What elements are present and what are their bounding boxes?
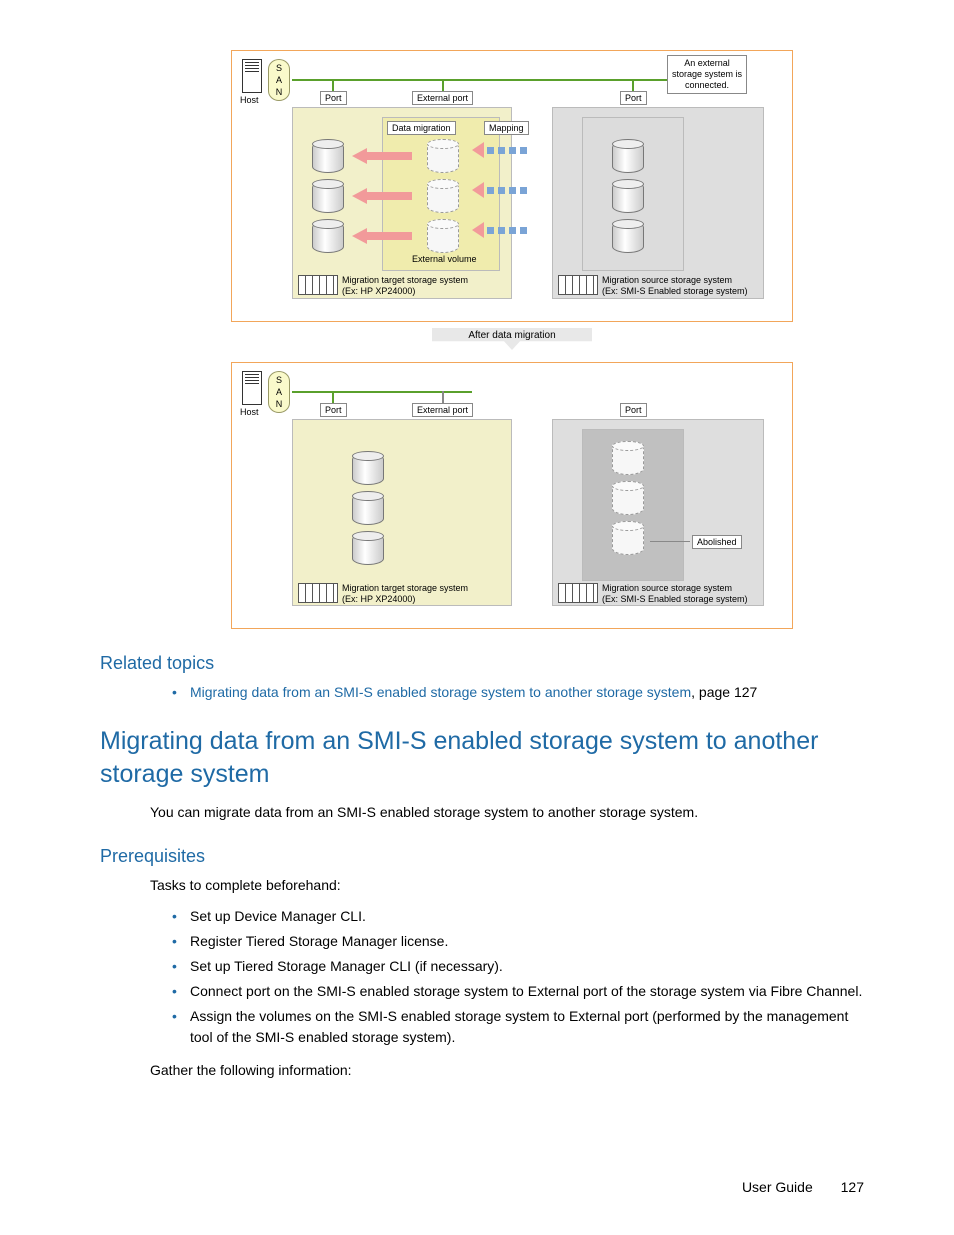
- cylinder-icon: [312, 181, 344, 213]
- cylinder-dashed-icon: [612, 483, 644, 515]
- disk-array-icon: [298, 583, 338, 603]
- mapping-arrow-icon: [472, 185, 527, 195]
- ext-volume-label: External volume: [412, 253, 477, 265]
- cylinder-icon: [352, 493, 384, 525]
- san-badge: S A N: [268, 59, 290, 101]
- cylinder-dashed-icon: [427, 141, 459, 173]
- cylinder-icon: [612, 181, 644, 213]
- prereq-item: Assign the volumes on the SMI-S enabled …: [172, 1006, 864, 1048]
- related-topic-link[interactable]: Migrating data from an SMI-S enabled sto…: [190, 684, 691, 700]
- prereq-item: Set up Device Manager CLI.: [172, 906, 864, 927]
- port-right-label: Port: [620, 403, 647, 417]
- disk-array-icon: [298, 275, 338, 295]
- related-topic-item: Migrating data from an SMI-S enabled sto…: [172, 682, 864, 703]
- mapping-arrow-icon: [472, 145, 527, 155]
- source-caption: Migration source storage system (Ex: SMI…: [602, 275, 748, 297]
- cylinder-icon: [352, 453, 384, 485]
- target-zone: [292, 419, 512, 606]
- diagram-after: Host S A N Port External port Port Aboli…: [231, 362, 793, 629]
- target-caption: Migration target storage system (Ex: HP …: [342, 275, 468, 297]
- intro-paragraph: You can migrate data from an SMI-S enabl…: [150, 802, 864, 822]
- prerequisites-heading: Prerequisites: [100, 846, 864, 867]
- cylinder-icon: [612, 221, 644, 253]
- related-topics-list: Migrating data from an SMI-S enabled sto…: [172, 682, 864, 703]
- abolished-leader: [650, 541, 690, 542]
- after-migration-arrow: After data migration: [232, 328, 792, 356]
- san-line: [292, 79, 702, 81]
- cylinder-dashed-icon: [427, 181, 459, 213]
- target-caption: Migration target storage system (Ex: HP …: [342, 583, 468, 605]
- external-callout: An external storage system is connected.: [667, 55, 747, 94]
- cylinder-icon: [312, 221, 344, 253]
- prereq-list: Set up Device Manager CLI. Register Tier…: [172, 906, 864, 1048]
- footer-doc: User Guide: [742, 1179, 813, 1195]
- mapping-label: Mapping: [484, 121, 529, 135]
- cylinder-icon: [352, 533, 384, 565]
- port-right-label: Port: [620, 91, 647, 105]
- page-title: Migrating data from an SMI-S enabled sto…: [100, 725, 864, 790]
- page-footer: User Guide 127: [742, 1179, 864, 1195]
- related-topic-suffix: , page 127: [691, 684, 757, 700]
- host-icon: [242, 59, 262, 93]
- cylinder-icon: [612, 141, 644, 173]
- after-migration-label: After data migration: [432, 328, 592, 350]
- diagram-before: Host S A N An external storage system is…: [231, 50, 793, 322]
- host-label: Host: [240, 95, 259, 105]
- data-migration-label: Data migration: [387, 121, 456, 135]
- port-left-label: Port: [320, 91, 347, 105]
- prereq-trailer: Gather the following information:: [150, 1060, 864, 1080]
- prereq-item: Connect port on the SMI-S enabled storag…: [172, 981, 864, 1002]
- port-left-label: Port: [320, 403, 347, 417]
- source-caption: Migration source storage system (Ex: SMI…: [602, 583, 748, 605]
- host-label: Host: [240, 407, 259, 417]
- cylinder-dashed-icon: [612, 443, 644, 475]
- disk-array-icon: [558, 583, 598, 603]
- migration-diagram: Host S A N An external storage system is…: [160, 50, 864, 629]
- san-line: [292, 391, 472, 393]
- abolished-label: Abolished: [692, 535, 742, 549]
- disk-array-icon: [558, 275, 598, 295]
- related-topics-heading: Related topics: [100, 653, 864, 674]
- ext-port-label: External port: [412, 403, 473, 417]
- prereq-item: Set up Tiered Storage Manager CLI (if ne…: [172, 956, 864, 977]
- prereq-item: Register Tiered Storage Manager license.: [172, 931, 864, 952]
- prereq-lead: Tasks to complete beforehand:: [150, 875, 864, 895]
- footer-page: 127: [841, 1179, 864, 1195]
- san-badge: S A N: [268, 371, 290, 413]
- ext-port-label: External port: [412, 91, 473, 105]
- cylinder-icon: [312, 141, 344, 173]
- cylinder-dashed-icon: [612, 523, 644, 555]
- cylinder-dashed-icon: [427, 221, 459, 253]
- host-icon: [242, 371, 262, 405]
- mapping-arrow-icon: [472, 225, 527, 235]
